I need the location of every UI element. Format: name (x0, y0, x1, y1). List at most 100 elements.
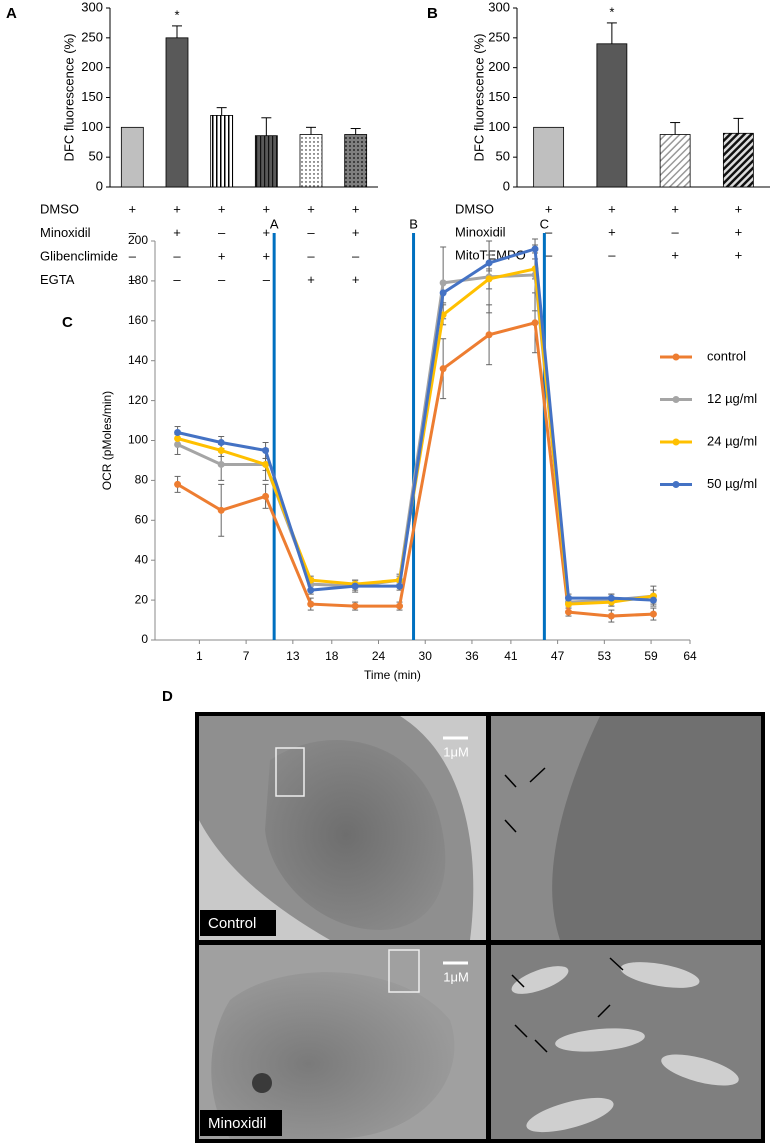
point (439, 279, 447, 287)
condition-mark: + (129, 201, 137, 216)
point (607, 594, 615, 602)
y-tick-label: 100 (488, 119, 510, 134)
condition-mark: + (735, 224, 743, 239)
condition-name: DMSO (40, 201, 79, 216)
point (565, 594, 573, 602)
condition-mark: + (352, 201, 360, 216)
x-tick-label: 36 (465, 649, 479, 663)
point (307, 600, 315, 608)
point (649, 596, 657, 604)
inset-box (388, 949, 420, 993)
condition-mark: + (307, 201, 315, 216)
condition-mark: – (129, 225, 137, 240)
inset-box (275, 747, 305, 797)
condition-label: Control (208, 915, 256, 932)
condition-mark: + (218, 201, 226, 216)
point (217, 438, 225, 446)
condition-mark: + (671, 201, 679, 216)
legend-label: 50 µg/ml (707, 476, 757, 491)
legend-marker (672, 353, 680, 361)
condition-mark: – (545, 247, 553, 262)
point (607, 612, 615, 620)
point (262, 446, 270, 454)
condition-mark: – (307, 225, 315, 240)
condition-mark: + (173, 201, 181, 216)
legend-label: 12 µg/ml (707, 391, 757, 406)
y-tick-label: 50 (496, 149, 510, 164)
condition-mark: + (263, 201, 271, 216)
condition-mark: + (608, 224, 616, 239)
condition-name: EGTA (40, 272, 75, 287)
bar (210, 115, 234, 188)
condition-mark: – (129, 272, 137, 287)
bar (659, 134, 691, 188)
y-tick-label: 0 (141, 632, 148, 646)
point (217, 460, 225, 468)
y-axis-label: DFC fluorescence (%) (61, 34, 76, 162)
bar (596, 43, 628, 188)
y-tick-label: 120 (128, 393, 148, 407)
point (217, 446, 225, 454)
x-tick-label: 1 (196, 649, 203, 663)
point (565, 600, 573, 608)
x-tick-label: 18 (325, 649, 339, 663)
condition-mark: – (307, 248, 315, 263)
x-tick-label: 24 (372, 649, 386, 663)
bar (299, 134, 323, 188)
condition-mark: – (218, 225, 226, 240)
label-box (200, 1110, 282, 1136)
y-tick-label: 60 (135, 512, 149, 526)
condition-mark: – (608, 247, 616, 262)
x-tick-label: 13 (286, 649, 300, 663)
label-box (200, 910, 276, 936)
point (174, 480, 182, 488)
point (439, 289, 447, 297)
condition-mark: + (608, 201, 616, 216)
significance: * (174, 7, 179, 22)
condition-mark: – (218, 272, 226, 287)
nucleus (265, 740, 446, 930)
condition-mark: – (545, 224, 553, 239)
x-axis-label: Time (min) (364, 668, 421, 682)
condition-mark: + (307, 272, 315, 287)
x-tick-label: 53 (598, 649, 612, 663)
bar (533, 126, 565, 188)
condition-name: Minoxidil (455, 224, 506, 239)
condition-mark: – (129, 248, 137, 263)
legend-label: control (707, 348, 746, 363)
bar (722, 132, 754, 188)
point (262, 492, 270, 500)
scale-label: 1μM (443, 969, 469, 984)
y-tick-label: 200 (488, 59, 510, 74)
condition-mark: + (218, 248, 226, 263)
condition-mark: + (173, 225, 181, 240)
y-tick-label: 300 (81, 0, 103, 14)
series-line (177, 247, 654, 602)
y-tick-label: 250 (81, 29, 103, 44)
condition-name: Minoxidil (40, 225, 91, 240)
point (174, 435, 182, 443)
point (531, 245, 539, 253)
zoom-nucleus (552, 716, 761, 940)
point (565, 608, 573, 616)
condition-mark: – (173, 272, 181, 287)
condition-name: Glibenclimide (40, 248, 118, 263)
x-tick-label: 47 (551, 649, 565, 663)
legend-marker (672, 481, 680, 488)
y-tick-label: 150 (81, 89, 103, 104)
bar (344, 134, 368, 188)
x-tick-label: 64 (683, 649, 697, 663)
point (307, 586, 315, 594)
point (485, 331, 493, 339)
point (485, 259, 493, 267)
condition-mark: + (735, 201, 743, 216)
y-tick-label: 200 (128, 233, 148, 247)
y-tick-label: 180 (128, 273, 148, 287)
point (351, 602, 359, 610)
phase-label: A (270, 216, 279, 231)
x-tick-label: 7 (243, 649, 250, 663)
point (396, 582, 404, 590)
nucleus (211, 972, 455, 1139)
point (262, 460, 270, 468)
point (396, 602, 404, 610)
